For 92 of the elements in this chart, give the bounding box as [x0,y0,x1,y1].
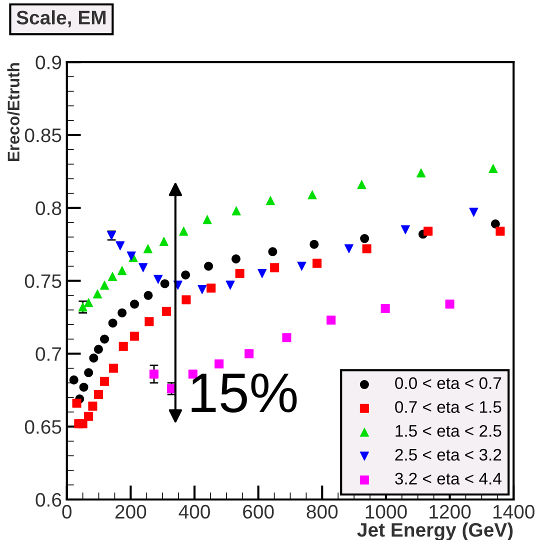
point [118,342,128,351]
annotation: 15% [192,373,297,413]
point [116,241,125,250]
point [100,376,110,386]
point [108,318,118,328]
point [266,196,275,206]
point [214,359,224,368]
point [118,266,127,276]
point [204,262,214,271]
point [72,398,82,408]
point [360,234,370,244]
point [94,344,103,354]
legend-label: 3.2 < eta < 4.4 [395,472,502,485]
point [310,240,319,249]
point [362,244,372,254]
point [469,208,478,217]
point [258,268,267,278]
point [154,274,163,284]
chart-title: Scale, EM [16,10,106,28]
y-axis-title: Ereco/Etruth [7,63,20,161]
point [100,334,110,344]
x-tick-label: 1200 [430,504,471,519]
point [143,244,152,254]
point [268,247,278,256]
point [182,295,191,304]
point [297,262,306,271]
point [282,333,292,342]
point [206,284,216,293]
point [138,263,148,272]
point [118,308,127,318]
legend-label: 0.0 < eta < 0.7 [395,377,502,390]
legend-label: 0.7 < eta < 1.5 [395,401,502,413]
point [380,304,390,314]
point [78,419,88,428]
point [232,206,241,216]
point [108,272,118,281]
x-tick-label: 800 [306,504,338,519]
x-tick-label: 0 [62,504,72,519]
point [84,298,94,308]
point [326,316,336,325]
point [198,285,207,294]
x-tick-label: 400 [178,504,210,519]
point [416,168,426,178]
point [92,289,102,298]
legend-label: 2.5 < eta < 3.2 [395,448,502,461]
point [181,270,190,280]
point [100,280,110,290]
point [344,244,354,254]
point [202,215,212,224]
y-tick-label: 0.7 [36,347,62,361]
point [94,390,103,400]
point [400,225,410,234]
point [357,180,366,190]
point [130,332,140,341]
y-tick-label: 0.6 [36,492,62,507]
y-tick-label: 0.85 [24,128,62,142]
point [308,190,317,200]
point [144,290,153,300]
point [159,236,168,246]
y-tick-label: 0.75 [24,274,62,288]
point [108,364,118,373]
point [445,300,454,309]
point [490,219,500,228]
point [231,254,241,264]
y-tick-label: 0.65 [24,420,62,434]
point [69,375,78,384]
point [130,300,140,309]
y-tick-label: 0.8 [36,201,62,216]
point [270,263,280,272]
point [235,268,244,278]
point [149,370,159,379]
point [84,368,94,378]
point [88,402,98,411]
point [226,280,235,290]
point [144,317,154,326]
point [424,226,433,236]
point [162,306,171,316]
point [179,226,188,236]
legend-label: 1.5 < eta < 2.5 [396,424,502,437]
x-tick-label: 1000 [366,504,407,519]
point [244,349,254,358]
point [79,382,88,392]
point [488,164,498,174]
x-tick-label: 1400 [493,504,534,519]
point [84,412,94,421]
point [312,258,322,268]
point [496,226,505,236]
point [89,354,98,363]
x-tick-label: 200 [115,504,146,519]
point [160,279,170,288]
x-tick-label: 600 [243,504,274,519]
y-tick-label: 0.9 [36,56,62,70]
